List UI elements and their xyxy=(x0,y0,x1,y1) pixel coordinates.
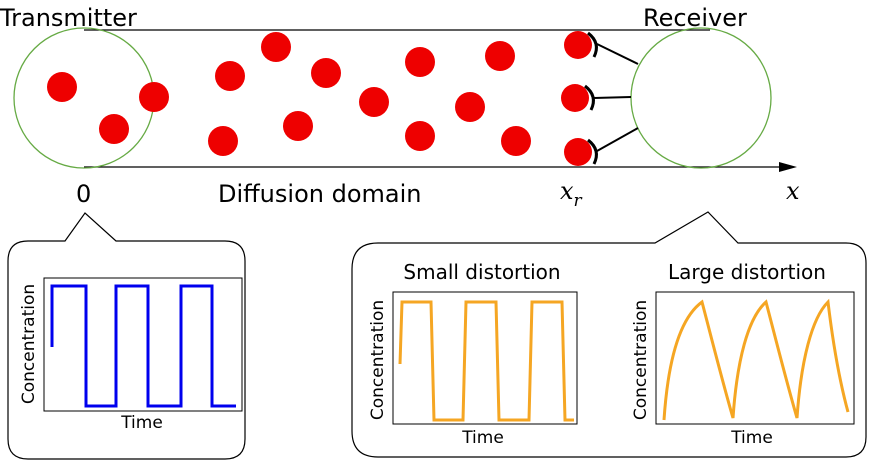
molecule-bound xyxy=(561,84,589,112)
molecule xyxy=(283,111,313,141)
receptors xyxy=(584,31,598,165)
molecule xyxy=(405,121,435,151)
domain-label: Diffusion domain xyxy=(218,180,421,208)
transmit-signal-line xyxy=(50,284,236,408)
transmitter-label: Transmitter xyxy=(0,4,137,32)
molecule xyxy=(215,61,245,91)
receptor-stem xyxy=(593,96,632,99)
receptor-arc xyxy=(587,138,598,165)
small-ylabel: Concentration xyxy=(368,300,388,420)
transmit-plot-frame xyxy=(43,277,243,412)
receptor-stems xyxy=(593,43,639,152)
x-r-label: xr xyxy=(560,177,583,211)
transmitter-circle xyxy=(13,27,155,169)
molecules xyxy=(47,31,592,166)
receptor-stem xyxy=(596,43,639,65)
receptor-arc xyxy=(587,31,598,58)
molecule xyxy=(501,126,531,156)
receiver-label: Receiver xyxy=(643,4,747,32)
transmit-xlabel: Time xyxy=(120,413,163,433)
molecule xyxy=(139,82,169,112)
x-r-base: x xyxy=(560,177,574,205)
molecule xyxy=(261,32,291,62)
receptor-stem xyxy=(596,127,639,152)
molecule-bound xyxy=(564,138,592,166)
origin-label: 0 xyxy=(76,180,91,208)
x-axis-arrowhead xyxy=(779,162,797,172)
small-signal-line xyxy=(398,300,574,422)
small-distortion-title: Small distortion xyxy=(403,260,560,284)
x-axis-label: x xyxy=(786,177,800,205)
small-plot-frame xyxy=(392,291,578,425)
receive-callout xyxy=(351,211,867,458)
large-plot-frame xyxy=(655,291,855,425)
large-ylabel: Concentration xyxy=(631,300,651,420)
x-r-subscript: r xyxy=(574,191,583,211)
large-xlabel: Time xyxy=(730,428,773,448)
molecule xyxy=(405,47,435,77)
transmit-callout xyxy=(7,212,246,460)
large-distortion-title: Large distortion xyxy=(668,260,826,284)
molecule xyxy=(455,92,485,122)
large-signal-line xyxy=(662,298,850,421)
molecule xyxy=(208,126,238,156)
small-xlabel: Time xyxy=(461,428,504,448)
receptor-arc xyxy=(584,84,595,111)
molecule-bound xyxy=(564,31,592,59)
transmit-ylabel: Concentration xyxy=(19,284,39,404)
molecule xyxy=(485,41,515,71)
molecule xyxy=(47,72,77,102)
molecule xyxy=(311,58,341,88)
receiver-circle xyxy=(630,27,772,169)
molecule xyxy=(99,114,129,144)
molecule xyxy=(359,87,389,117)
